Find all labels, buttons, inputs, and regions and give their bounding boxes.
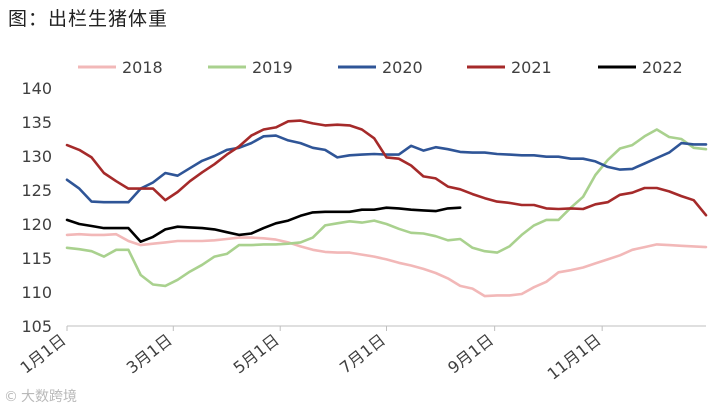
y-tick-label-115: 115 bbox=[21, 249, 52, 268]
series-line-2019 bbox=[65, 128, 708, 288]
watermark-text: 大数跨境 bbox=[21, 389, 77, 405]
legend-label-2022: 2022 bbox=[642, 58, 683, 77]
y-axis: 105 110 115 120 125 130 135 140 bbox=[21, 79, 52, 336]
y-tick-label-130: 130 bbox=[21, 147, 52, 166]
legend-label-2020: 2020 bbox=[382, 58, 423, 77]
x-tick-label-5: 11月1日 bbox=[544, 330, 605, 383]
copyright-logo-icon: © bbox=[4, 389, 18, 405]
y-tick-label-140: 140 bbox=[21, 79, 52, 98]
y-tick-label-110: 110 bbox=[21, 283, 52, 302]
y-tick-label-135: 135 bbox=[21, 113, 52, 132]
series-line-2018 bbox=[65, 232, 708, 298]
x-tick-label-2: 5月1日 bbox=[230, 330, 283, 377]
chart-legend: 2018 2019 2020 2021 2022 bbox=[78, 58, 683, 77]
x-tick-label-1: 3月1日 bbox=[123, 330, 176, 377]
x-tick-label-0: 1月1日 bbox=[16, 330, 69, 377]
legend-label-2019: 2019 bbox=[252, 58, 293, 77]
watermark: © 大数跨境 bbox=[4, 386, 77, 406]
x-tick-label-4: 9月1日 bbox=[444, 330, 497, 377]
x-tick-label-3: 7月1日 bbox=[336, 330, 389, 377]
y-tick-label-105: 105 bbox=[21, 317, 52, 336]
y-tick-label-125: 125 bbox=[21, 181, 52, 200]
legend-label-2021: 2021 bbox=[511, 58, 552, 77]
x-axis: 1月1日 3月1日 5月1日 7月1日 9月1日 11月1日 bbox=[16, 325, 706, 384]
legend-label-2018: 2018 bbox=[122, 58, 163, 77]
chart-series bbox=[65, 119, 708, 298]
series-line-2020 bbox=[65, 134, 708, 204]
chart-title: 图：出栏生猪体重 bbox=[8, 8, 169, 30]
series-line-2022 bbox=[65, 206, 462, 243]
y-tick-label-120: 120 bbox=[21, 215, 52, 234]
series-line-2021 bbox=[65, 119, 708, 217]
